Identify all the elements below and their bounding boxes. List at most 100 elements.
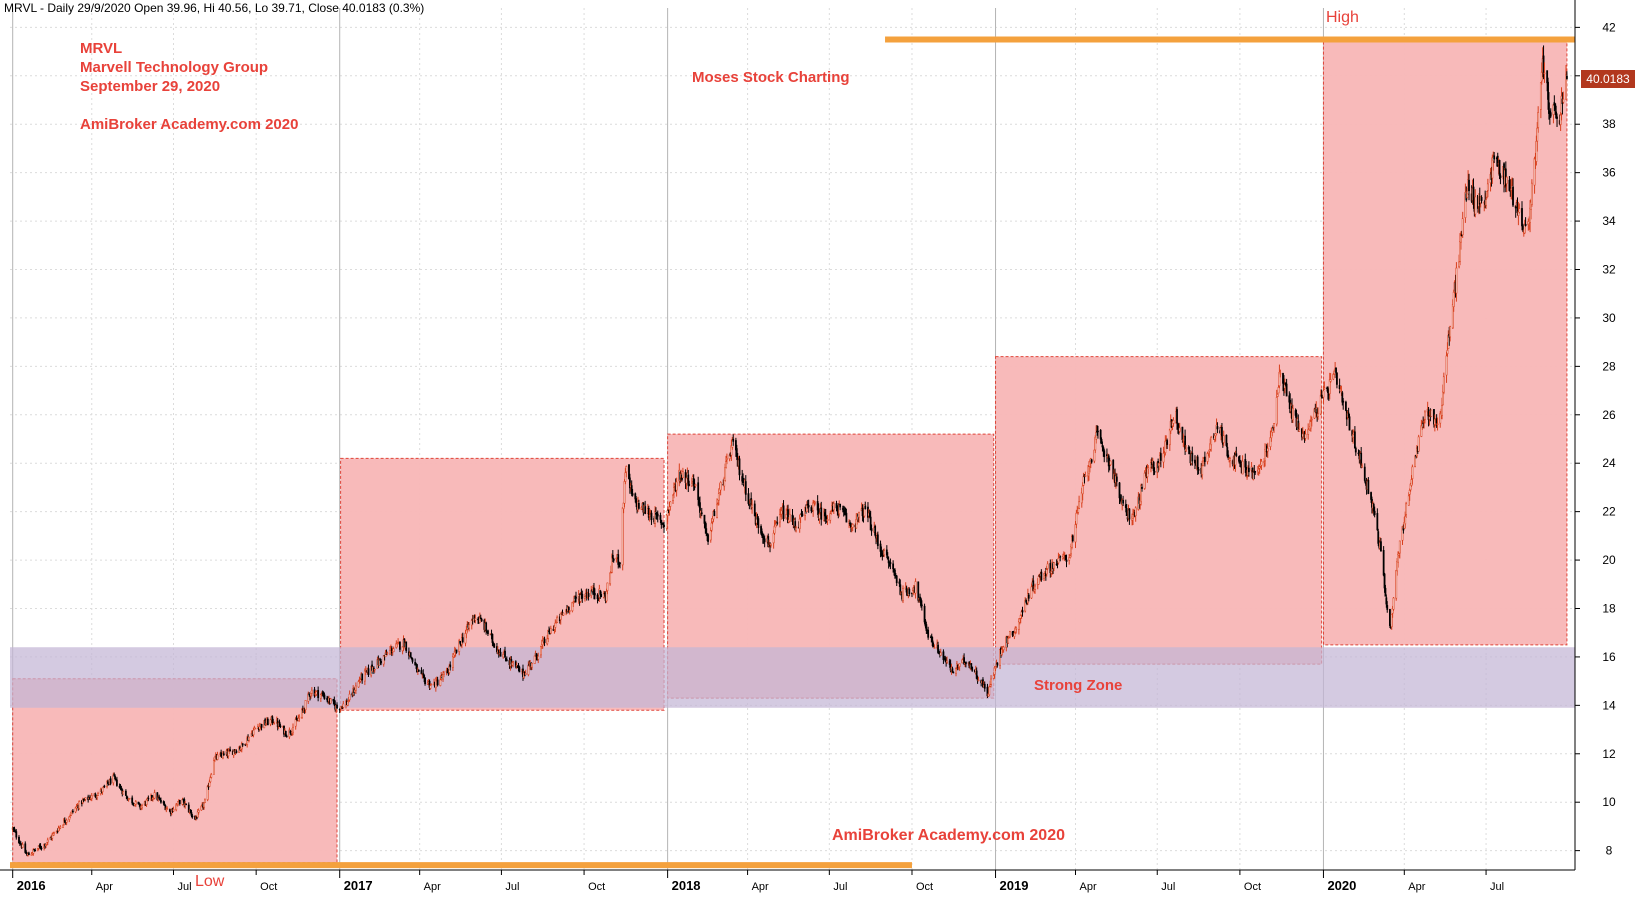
x-tick-label: 2018 xyxy=(672,878,701,893)
candle-body xyxy=(863,504,866,517)
candle-body xyxy=(556,616,559,623)
candle-body xyxy=(609,572,612,585)
candle-body xyxy=(1040,571,1043,581)
candle-body xyxy=(439,679,442,686)
candle-body xyxy=(1322,390,1325,398)
candle-body xyxy=(788,513,791,522)
candle-body xyxy=(1474,196,1477,215)
candle-body xyxy=(725,461,727,469)
candle-body xyxy=(1556,116,1558,119)
candle-body xyxy=(1081,485,1084,495)
candle-body xyxy=(34,849,37,852)
candle-body xyxy=(40,847,43,850)
candle-body xyxy=(1499,175,1502,178)
candle-body xyxy=(983,683,986,689)
candle-body xyxy=(430,683,433,686)
candle-body xyxy=(499,651,502,657)
candle-body xyxy=(1498,160,1501,176)
candle-body xyxy=(169,809,171,812)
x-tick-label: Oct xyxy=(260,881,277,893)
candle-body xyxy=(279,725,282,728)
candle-body xyxy=(443,672,445,675)
ticker-annotation: MRVL xyxy=(80,40,123,57)
candle-body xyxy=(1342,400,1345,403)
candle-body xyxy=(709,530,712,541)
candle-body xyxy=(1485,199,1487,206)
candle-body xyxy=(1007,637,1010,644)
candle-body xyxy=(308,693,311,696)
candle-body xyxy=(858,512,860,518)
candle-body xyxy=(975,670,978,679)
candle-body xyxy=(160,800,162,803)
candle-body xyxy=(688,484,691,486)
candle-body xyxy=(829,513,832,521)
candle-body xyxy=(547,630,550,639)
candle-body xyxy=(1317,413,1319,417)
candle-body xyxy=(252,729,255,736)
candle-body xyxy=(53,832,55,834)
candle-body xyxy=(1196,456,1199,470)
candle-body xyxy=(461,637,464,643)
candle-body xyxy=(1348,416,1351,431)
candle-body xyxy=(726,457,728,461)
year-range-box-2020 xyxy=(1323,41,1567,645)
y-tick-label: 22 xyxy=(1602,505,1616,519)
candle-body xyxy=(71,810,74,813)
candle-body xyxy=(593,593,596,596)
x-tick-label: Oct xyxy=(1244,881,1261,893)
candle-body xyxy=(946,660,948,663)
candle-body xyxy=(625,466,628,473)
y-tick-label: 36 xyxy=(1602,166,1616,180)
candle-body xyxy=(1389,609,1391,626)
candle-body xyxy=(210,774,213,778)
candle-body xyxy=(744,481,747,495)
candle-body xyxy=(961,659,964,664)
candle-body xyxy=(584,596,586,599)
candle-body xyxy=(84,797,87,800)
candle-body xyxy=(1034,585,1036,590)
candle-body xyxy=(1053,562,1055,569)
candle-body xyxy=(134,801,137,805)
candle-body xyxy=(216,754,219,760)
candle-body xyxy=(1329,379,1332,382)
candle-body xyxy=(787,509,789,523)
candle-body xyxy=(751,504,753,508)
candle-body xyxy=(763,538,766,543)
candle-body xyxy=(1030,586,1033,599)
candle-body xyxy=(1241,460,1244,475)
candle-body xyxy=(480,618,483,622)
candle-body xyxy=(543,638,546,644)
candle-body xyxy=(342,703,345,708)
candle-body xyxy=(713,510,716,517)
candle-body xyxy=(1143,472,1146,489)
candle-body xyxy=(1310,418,1313,421)
candle-body xyxy=(1363,466,1366,481)
candle-body xyxy=(635,498,638,504)
candle-body xyxy=(562,612,565,616)
candle-body xyxy=(1225,434,1228,446)
candle-body xyxy=(310,689,313,694)
candle-body xyxy=(1166,440,1169,445)
candle-body xyxy=(735,448,738,457)
candle-body xyxy=(587,593,590,598)
candle-body xyxy=(927,629,930,638)
candle-body xyxy=(623,481,626,504)
candle-body xyxy=(798,518,801,530)
y-tick-label: 38 xyxy=(1602,117,1616,131)
x-tick-label: Apr xyxy=(96,881,113,893)
candle-body xyxy=(1210,437,1213,446)
candle-body xyxy=(429,685,432,689)
candle-body xyxy=(1547,81,1549,100)
candle-body xyxy=(964,661,967,665)
candle-body xyxy=(114,776,117,780)
candle-body xyxy=(518,666,521,673)
candle-body xyxy=(190,812,193,816)
candle-body xyxy=(826,519,829,522)
candle-body xyxy=(612,558,615,561)
x-axis: 2016 Apr Jul Oct 2017 Apr Jul Oct 2018 Apr Jul Oct 2… xyxy=(0,869,1575,893)
candle-body xyxy=(527,664,530,675)
candle-body xyxy=(213,756,216,761)
candle-body xyxy=(90,795,93,800)
y-tick-label: 26 xyxy=(1602,408,1616,422)
candle-body xyxy=(361,673,364,681)
